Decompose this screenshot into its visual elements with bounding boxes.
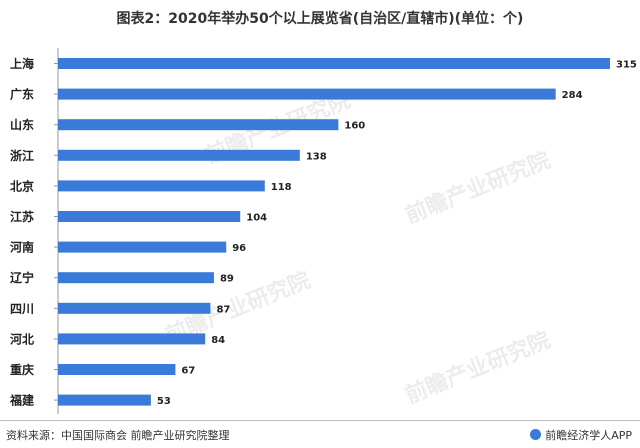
bar bbox=[58, 58, 610, 69]
data-label: 104 bbox=[246, 213, 267, 224]
category-label: 河北 bbox=[9, 331, 34, 346]
bar bbox=[58, 272, 214, 284]
category-label: 广东 bbox=[10, 87, 34, 102]
bar bbox=[58, 211, 241, 222]
data-label: 53 bbox=[157, 396, 171, 407]
data-label: 87 bbox=[216, 304, 230, 315]
data-label: 138 bbox=[306, 151, 327, 162]
bar bbox=[58, 149, 300, 161]
chart-title: 图表2：2020年举办50个以上展览省(自治区/直辖市)(单位：个) bbox=[116, 11, 524, 27]
category-label: 浙江 bbox=[10, 148, 34, 163]
bar bbox=[58, 302, 211, 314]
data-label: 84 bbox=[211, 335, 225, 346]
category-label: 四川 bbox=[10, 302, 34, 316]
bar bbox=[58, 119, 339, 131]
category-label: 河南 bbox=[9, 240, 34, 255]
qianzhan-logo-icon bbox=[530, 429, 542, 440]
bar-chart: 上海 315 广东 284 山东 160 浙江 138 北京 118 江苏 104 河南 96 辽宁 89 四川… bbox=[9, 48, 637, 414]
category-label: 江苏 bbox=[10, 209, 34, 224]
bar bbox=[58, 180, 265, 192]
bar bbox=[58, 241, 227, 253]
brand: 前瞻经济学人APP bbox=[530, 427, 632, 443]
category-label: 重庆 bbox=[10, 362, 34, 377]
data-label: 160 bbox=[344, 121, 365, 132]
bar bbox=[58, 364, 176, 375]
bar bbox=[58, 88, 556, 100]
footer: 资料来源：中国国际商会 前瞻产业研究院整理 前瞻经济学人APP bbox=[0, 420, 640, 448]
bar bbox=[58, 394, 151, 406]
category-label: 福建 bbox=[9, 393, 35, 408]
data-label: 67 bbox=[181, 366, 195, 377]
category-label: 山东 bbox=[10, 117, 34, 132]
category-label: 北京 bbox=[10, 178, 34, 193]
data-label: 284 bbox=[562, 90, 583, 101]
category-label: 上海 bbox=[10, 56, 34, 71]
data-label: 89 bbox=[220, 274, 234, 285]
category-label: 辽宁 bbox=[10, 270, 34, 285]
data-label: 118 bbox=[271, 182, 292, 193]
bar bbox=[58, 333, 206, 345]
brand-name: 前瞻经济学人APP bbox=[545, 429, 632, 442]
data-label: 315 bbox=[616, 60, 637, 71]
data-label: 96 bbox=[232, 243, 246, 254]
source-note: 资料来源：中国国际商会 前瞻产业研究院整理 bbox=[6, 429, 230, 442]
